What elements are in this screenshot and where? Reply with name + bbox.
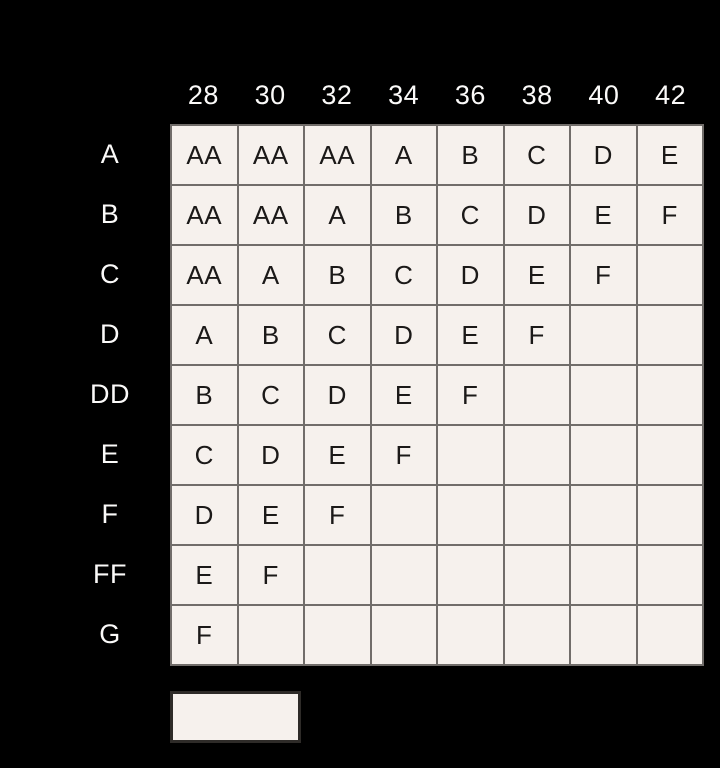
- table-cell: E: [504, 246, 571, 306]
- table-cell: [571, 606, 638, 666]
- table-cell: AA: [172, 126, 239, 186]
- table-cell: AA: [305, 126, 372, 186]
- table-cell: [438, 486, 505, 546]
- table-cell: D: [571, 126, 638, 186]
- column-header-42: 42: [655, 79, 687, 110]
- table-cell: [305, 606, 372, 666]
- column-header-30: 30: [254, 79, 286, 110]
- size-chart-grid: AA AA AA A B C D E AA AA A B C D E F AA …: [170, 124, 704, 666]
- table-cell: AA: [238, 126, 305, 186]
- table-cell: E: [305, 426, 372, 486]
- table-cell: E: [172, 546, 239, 606]
- table-cell: AA: [172, 246, 239, 306]
- row-header-ff: FF: [93, 558, 127, 589]
- row-header-g: G: [99, 618, 121, 649]
- table-cell: B: [438, 126, 505, 186]
- column-header-40: 40: [588, 79, 620, 110]
- table-cell: C: [438, 186, 505, 246]
- table-cell: E: [371, 366, 438, 426]
- table-cell: [637, 306, 704, 366]
- table-cell: [571, 546, 638, 606]
- table-cell: C: [172, 426, 239, 486]
- row-header-dd: DD: [90, 378, 130, 409]
- column-header-38: 38: [521, 79, 553, 110]
- column-header-32: 32: [321, 79, 353, 110]
- table-cell: A: [371, 126, 438, 186]
- table-cell: [637, 366, 704, 426]
- table-cell: [571, 486, 638, 546]
- table-cell: E: [238, 486, 305, 546]
- table-cell: [571, 426, 638, 486]
- column-header-28: 28: [187, 79, 219, 110]
- table-cell: [571, 306, 638, 366]
- table-cell: A: [172, 306, 239, 366]
- table-cell: F: [371, 426, 438, 486]
- table-cell: [371, 486, 438, 546]
- table-cell: D: [172, 486, 239, 546]
- table-cell: [305, 546, 372, 606]
- table-cell: AA: [238, 186, 305, 246]
- table-cell: D: [305, 366, 372, 426]
- row-headers-column: A B C D DD E F FF G: [50, 124, 170, 664]
- table-cell: [504, 366, 571, 426]
- table-cell: D: [371, 306, 438, 366]
- table-cell: C: [504, 126, 571, 186]
- table-cell: [504, 426, 571, 486]
- table-cell: F: [172, 606, 239, 666]
- table-cell: [504, 606, 571, 666]
- table-cell: [571, 366, 638, 426]
- table-cell: C: [238, 366, 305, 426]
- table-cell: [438, 606, 505, 666]
- column-header-36: 36: [454, 79, 486, 110]
- table-cell: F: [504, 306, 571, 366]
- column-headers-row: 28 30 32 34 36 38 40 42: [170, 72, 704, 118]
- table-cell: [371, 606, 438, 666]
- table-cell: [637, 546, 704, 606]
- row-header-c: C: [100, 258, 120, 289]
- table-cell: F: [305, 486, 372, 546]
- table-cell: [637, 486, 704, 546]
- table-cell: [438, 546, 505, 606]
- table-cell: D: [438, 246, 505, 306]
- table-cell: D: [238, 426, 305, 486]
- table-cell: D: [504, 186, 571, 246]
- table-cell: [504, 486, 571, 546]
- table-cell: F: [438, 366, 505, 426]
- row-header-b: B: [100, 198, 120, 229]
- table-cell: E: [438, 306, 505, 366]
- empty-legend-box: [170, 691, 301, 743]
- table-cell: [504, 546, 571, 606]
- table-cell: C: [305, 306, 372, 366]
- table-cell: C: [371, 246, 438, 306]
- table-cell: F: [571, 246, 638, 306]
- table-cell: F: [238, 546, 305, 606]
- table-cell: E: [637, 126, 704, 186]
- row-header-d: D: [100, 318, 120, 349]
- table-cell: B: [172, 366, 239, 426]
- table-cell: B: [371, 186, 438, 246]
- row-header-e: E: [100, 438, 120, 469]
- table-cell: [238, 606, 305, 666]
- table-cell: B: [305, 246, 372, 306]
- table-cell: A: [305, 186, 372, 246]
- table-cell: A: [238, 246, 305, 306]
- table-cell: [438, 426, 505, 486]
- table-cell: AA: [172, 186, 239, 246]
- table-cell: E: [571, 186, 638, 246]
- table-cell: F: [637, 186, 704, 246]
- table-cell: B: [238, 306, 305, 366]
- table-cell: [637, 606, 704, 666]
- row-header-f: F: [101, 498, 119, 529]
- table-cell: [371, 546, 438, 606]
- table-cell: [637, 426, 704, 486]
- table-cell: [637, 246, 704, 306]
- column-header-34: 34: [388, 79, 420, 110]
- row-header-a: A: [100, 138, 120, 169]
